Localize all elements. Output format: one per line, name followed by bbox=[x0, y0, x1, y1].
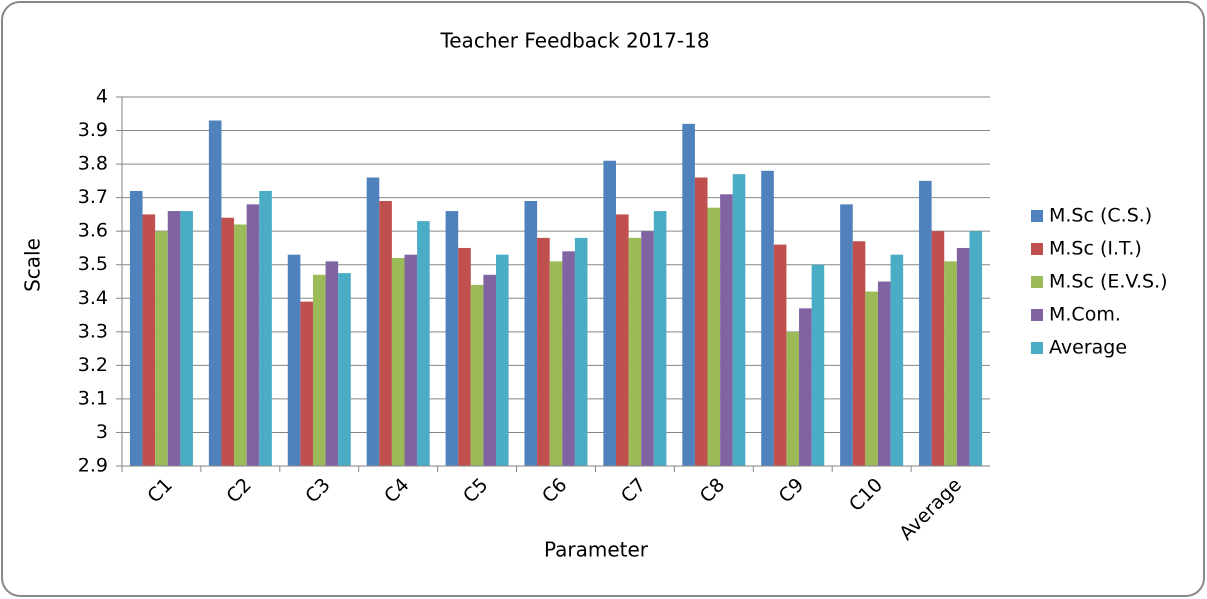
legend-swatch bbox=[1031, 243, 1043, 255]
bar bbox=[574, 237, 588, 466]
bar bbox=[129, 190, 143, 466]
bar bbox=[300, 301, 313, 466]
bar bbox=[246, 204, 260, 466]
bar bbox=[549, 261, 563, 466]
legend-label: M.Com. bbox=[1049, 304, 1121, 326]
bar bbox=[445, 211, 459, 466]
bar bbox=[167, 211, 181, 466]
bar bbox=[221, 217, 235, 466]
bar bbox=[877, 281, 891, 466]
bar bbox=[931, 231, 945, 466]
y-tick-label: 3.4 bbox=[78, 287, 108, 309]
y-tick-label: 3.7 bbox=[78, 186, 108, 208]
bar bbox=[944, 261, 957, 466]
bar bbox=[852, 241, 866, 466]
bar bbox=[799, 308, 812, 466]
legend-label: M.Sc (E.V.S.) bbox=[1049, 271, 1168, 293]
bar bbox=[865, 291, 878, 466]
legend-swatch bbox=[1031, 342, 1043, 354]
bar bbox=[259, 190, 272, 466]
y-axis-title: Scale bbox=[21, 238, 45, 292]
legend-label: M.Sc (C.S.) bbox=[1049, 205, 1152, 227]
bar bbox=[616, 214, 629, 466]
y-tick-label: 3 bbox=[96, 421, 108, 443]
legend-swatch bbox=[1031, 309, 1043, 321]
bar bbox=[379, 200, 392, 466]
bar bbox=[641, 231, 654, 466]
bar bbox=[840, 204, 853, 466]
y-tick-label: 3.9 bbox=[78, 119, 108, 141]
bar bbox=[180, 211, 193, 466]
bar bbox=[391, 258, 405, 466]
bar bbox=[470, 284, 484, 466]
y-tick-label: 3.5 bbox=[78, 253, 108, 275]
bar bbox=[524, 200, 538, 466]
y-tick-label: 3.1 bbox=[78, 387, 108, 409]
bar bbox=[707, 207, 721, 466]
bar bbox=[495, 254, 509, 466]
chart-title: Teacher Feedback 2017-18 bbox=[439, 29, 709, 53]
bar bbox=[969, 231, 983, 466]
bar bbox=[628, 237, 642, 466]
bar bbox=[890, 254, 904, 466]
bar bbox=[312, 274, 326, 466]
bar bbox=[338, 273, 351, 466]
bar bbox=[287, 254, 301, 466]
bar bbox=[234, 224, 247, 466]
bar bbox=[325, 261, 339, 466]
y-tick-label: 3.8 bbox=[78, 153, 108, 175]
bar bbox=[732, 174, 746, 466]
y-tick-label: 4 bbox=[96, 86, 108, 108]
bar bbox=[682, 123, 695, 466]
legend-swatch bbox=[1031, 210, 1043, 222]
bar bbox=[956, 247, 970, 466]
bar bbox=[919, 180, 932, 466]
y-tick-label: 3.2 bbox=[78, 354, 108, 376]
legend-swatch bbox=[1031, 276, 1043, 288]
bar bbox=[811, 264, 825, 466]
bar bbox=[603, 160, 617, 466]
bar bbox=[208, 120, 222, 467]
y-tick-label: 2.9 bbox=[78, 455, 108, 477]
y-tick-label: 3.6 bbox=[78, 220, 108, 242]
bar bbox=[142, 214, 156, 466]
bar bbox=[786, 331, 800, 466]
legend-label: Average bbox=[1049, 337, 1127, 359]
bar bbox=[562, 251, 575, 466]
bar bbox=[155, 231, 168, 466]
bar bbox=[458, 247, 471, 466]
bar bbox=[653, 211, 667, 466]
bar bbox=[761, 170, 774, 467]
bar bbox=[773, 244, 787, 466]
bar bbox=[694, 177, 708, 466]
bar bbox=[417, 221, 430, 466]
bar bbox=[537, 237, 550, 466]
legend-label: M.Sc (I.T.) bbox=[1049, 238, 1142, 260]
bar bbox=[483, 274, 496, 466]
bar bbox=[720, 194, 733, 467]
y-tick-label: 3.3 bbox=[78, 320, 108, 342]
bar bbox=[404, 254, 418, 466]
bar bbox=[366, 177, 380, 466]
x-axis-title: Parameter bbox=[544, 538, 649, 562]
